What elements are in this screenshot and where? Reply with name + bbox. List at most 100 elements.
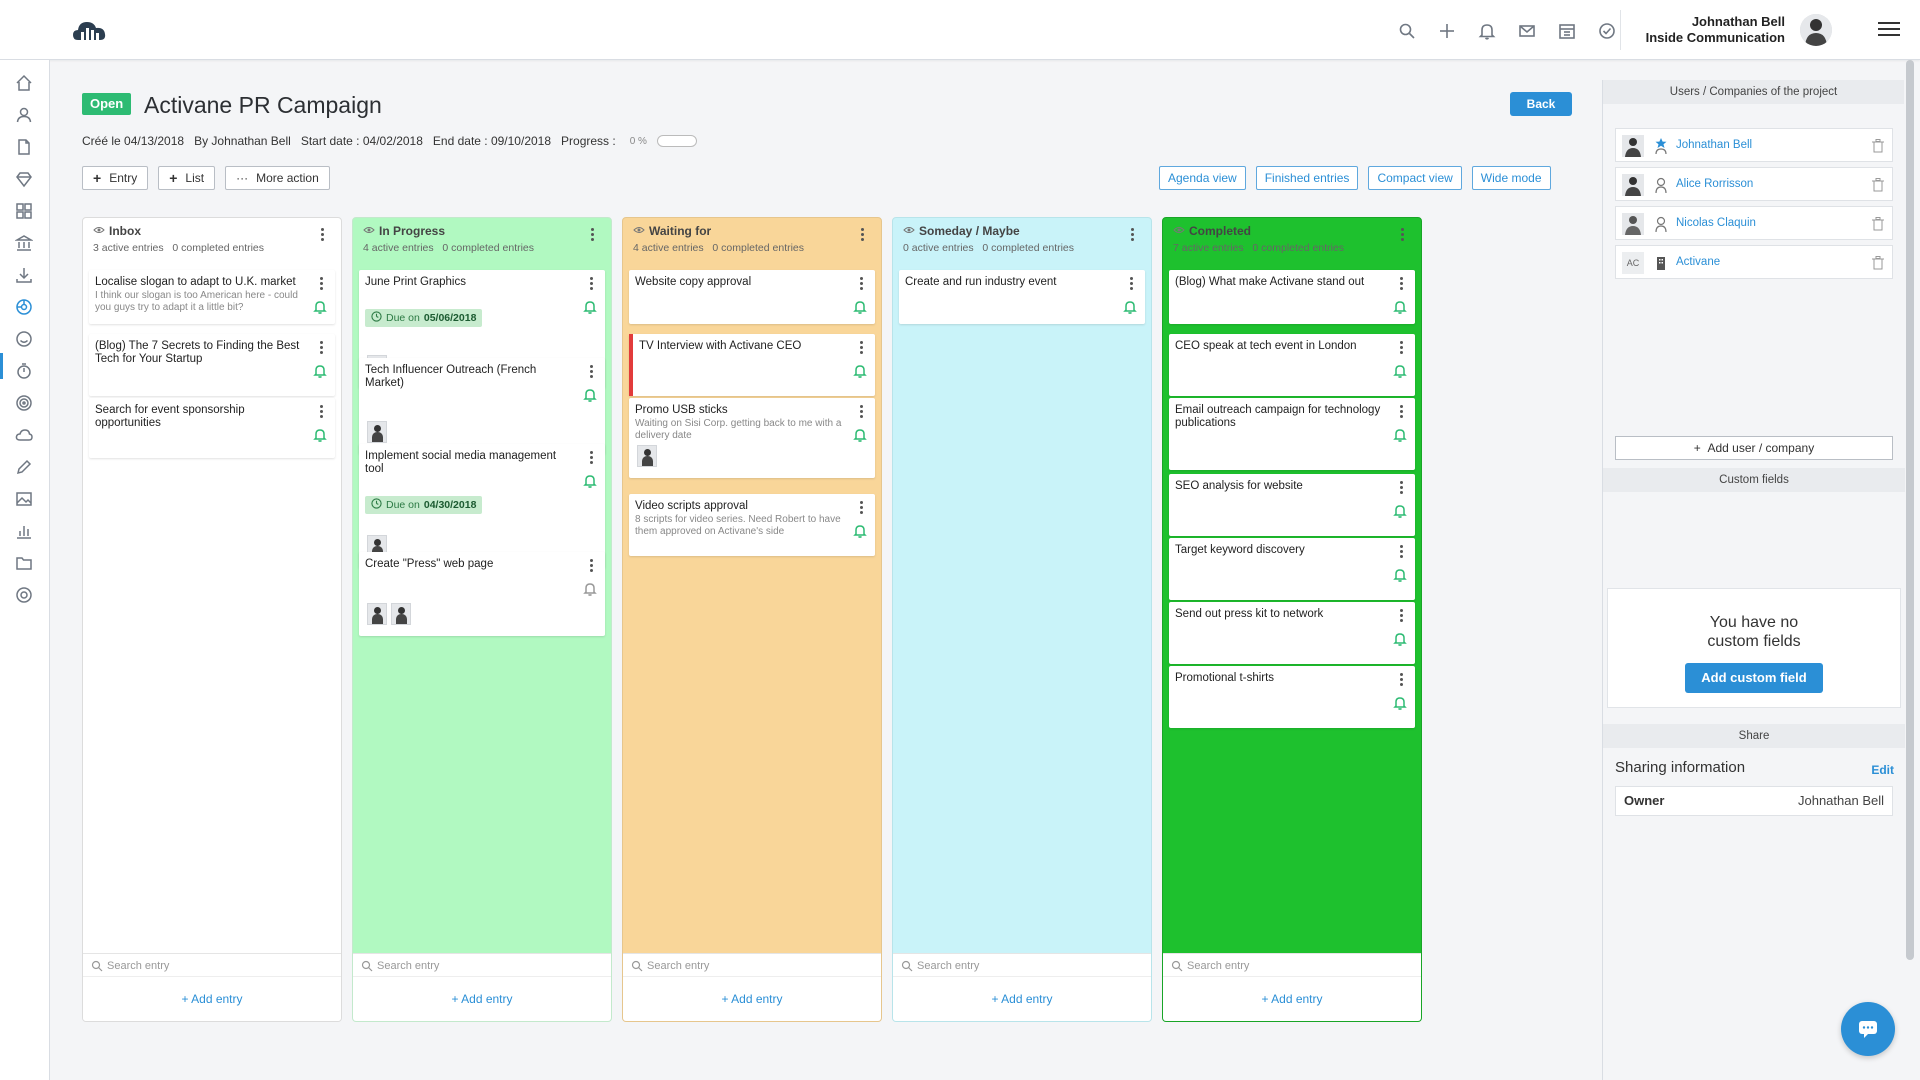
reminder-bell-icon[interactable] bbox=[1123, 300, 1137, 314]
entry-menu-icon[interactable] bbox=[1400, 341, 1403, 354]
assignee-avatar[interactable] bbox=[391, 603, 411, 625]
assignee-avatar[interactable] bbox=[367, 421, 387, 443]
add-entry-button[interactable]: + Entry bbox=[82, 166, 149, 190]
entry-menu-icon[interactable] bbox=[860, 501, 863, 514]
trash-icon[interactable] bbox=[1872, 178, 1884, 192]
entry-card[interactable]: Search for event sponsorship opportuniti… bbox=[89, 398, 335, 458]
grid-icon[interactable] bbox=[13, 200, 35, 222]
entry-menu-icon[interactable] bbox=[320, 405, 323, 418]
reminder-bell-icon[interactable] bbox=[583, 388, 597, 402]
add-list-button[interactable]: + List bbox=[158, 166, 216, 190]
download-icon[interactable] bbox=[13, 264, 35, 286]
document-icon[interactable] bbox=[13, 136, 35, 158]
reminder-bell-icon[interactable] bbox=[1393, 632, 1407, 646]
column-title[interactable]: Someday / Maybe bbox=[903, 224, 1141, 238]
company-name-link[interactable]: Activane bbox=[1676, 256, 1721, 268]
assignee-avatar[interactable] bbox=[367, 603, 387, 625]
column-menu-icon[interactable] bbox=[1397, 228, 1407, 242]
compact-view-button[interactable]: Compact view bbox=[1368, 166, 1462, 190]
entry-card[interactable]: (Blog) What make Activane stand out bbox=[1169, 270, 1415, 324]
entry-menu-icon[interactable] bbox=[590, 277, 593, 290]
chat-button[interactable] bbox=[1841, 1002, 1895, 1056]
entry-card[interactable]: SEO analysis for website bbox=[1169, 474, 1415, 536]
reminder-bell-icon[interactable] bbox=[1393, 504, 1407, 518]
entry-menu-icon[interactable] bbox=[1400, 545, 1403, 558]
reminder-bell-icon[interactable] bbox=[1393, 428, 1407, 442]
add-entry-link[interactable]: + Add entry bbox=[623, 977, 881, 1021]
reminder-bell-icon[interactable] bbox=[313, 300, 327, 314]
entry-card[interactable]: Email outreach campaign for technology p… bbox=[1169, 398, 1415, 470]
reminder-bell-icon[interactable] bbox=[583, 300, 597, 314]
entry-menu-icon[interactable] bbox=[320, 341, 323, 354]
support-icon[interactable] bbox=[13, 584, 35, 606]
entry-menu-icon[interactable] bbox=[1400, 481, 1403, 494]
project-company-row[interactable]: AC Activane bbox=[1615, 245, 1893, 279]
entry-menu-icon[interactable] bbox=[860, 405, 863, 418]
entry-menu-icon[interactable] bbox=[590, 559, 593, 572]
user-name-link[interactable]: Nicolas Claquin bbox=[1676, 217, 1756, 229]
entry-menu-icon[interactable] bbox=[860, 341, 863, 354]
column-title[interactable]: Waiting for bbox=[633, 224, 871, 238]
projects-icon[interactable] bbox=[13, 296, 35, 318]
entry-menu-icon[interactable] bbox=[1400, 277, 1403, 290]
back-button[interactable]: Back bbox=[1510, 92, 1572, 116]
user-name-link[interactable]: Alice Rorrisson bbox=[1676, 178, 1754, 190]
entry-menu-icon[interactable] bbox=[590, 365, 593, 378]
more-action-button[interactable]: ··· More action bbox=[225, 166, 330, 190]
reminder-bell-icon[interactable] bbox=[853, 524, 867, 538]
app-logo-icon[interactable] bbox=[72, 16, 108, 44]
search-entry-input[interactable]: Search entry bbox=[353, 953, 611, 977]
entry-card[interactable]: Send out press kit to network bbox=[1169, 602, 1415, 664]
diamond-icon[interactable] bbox=[13, 168, 35, 190]
search-entry-input[interactable]: Search entry bbox=[893, 953, 1151, 977]
reminder-bell-icon[interactable] bbox=[583, 474, 597, 488]
entry-menu-icon[interactable] bbox=[1400, 405, 1403, 418]
user-info[interactable]: Johnathan Bell Inside Communication bbox=[1640, 14, 1785, 46]
entry-menu-icon[interactable] bbox=[590, 451, 593, 464]
pencil-icon[interactable] bbox=[13, 456, 35, 478]
add-entry-link[interactable]: + Add entry bbox=[353, 977, 611, 1021]
entry-card[interactable]: TV Interview with Activane CEO bbox=[629, 334, 875, 396]
entry-menu-icon[interactable] bbox=[1400, 609, 1403, 622]
add-entry-link[interactable]: + Add entry bbox=[83, 977, 341, 1021]
entry-menu-icon[interactable] bbox=[1400, 673, 1403, 686]
project-user-row[interactable]: Johnathan Bell bbox=[1615, 128, 1893, 162]
entry-card[interactable]: Create and run industry event bbox=[899, 270, 1145, 324]
entry-card[interactable]: Tech Influencer Outreach (French Market) bbox=[359, 358, 605, 454]
bank-icon[interactable] bbox=[13, 232, 35, 254]
column-title[interactable]: Inbox bbox=[93, 224, 331, 238]
calendar-icon[interactable] bbox=[1554, 18, 1580, 44]
column-title[interactable]: Completed bbox=[1173, 224, 1411, 238]
reminder-bell-icon[interactable] bbox=[1393, 568, 1407, 582]
home-icon[interactable] bbox=[13, 72, 35, 94]
column-menu-icon[interactable] bbox=[587, 228, 597, 242]
timer-icon[interactable] bbox=[13, 360, 35, 382]
reminder-bell-icon[interactable] bbox=[313, 364, 327, 378]
column-menu-icon[interactable] bbox=[857, 228, 867, 242]
wide-mode-button[interactable]: Wide mode bbox=[1471, 166, 1551, 190]
entry-card[interactable]: CEO speak at tech event in London bbox=[1169, 334, 1415, 396]
reminder-bell-icon[interactable] bbox=[583, 582, 597, 596]
agenda-view-button[interactable]: Agenda view bbox=[1159, 166, 1246, 190]
chart-icon[interactable] bbox=[13, 520, 35, 542]
target-icon[interactable] bbox=[13, 392, 35, 414]
cloud-icon[interactable] bbox=[13, 424, 35, 446]
entry-card[interactable]: Video scripts approval 8 scripts for vide… bbox=[629, 494, 875, 556]
column-menu-icon[interactable] bbox=[1127, 228, 1137, 242]
entry-card[interactable]: Implement social media management tool Du… bbox=[359, 444, 605, 568]
bell-icon[interactable] bbox=[1474, 18, 1500, 44]
mail-icon[interactable] bbox=[1514, 18, 1540, 44]
reminder-bell-icon[interactable] bbox=[1393, 300, 1407, 314]
contacts-icon[interactable] bbox=[13, 104, 35, 126]
column-menu-icon[interactable] bbox=[317, 228, 327, 242]
reminder-bell-icon[interactable] bbox=[853, 364, 867, 378]
entry-card[interactable]: Website copy approval bbox=[629, 270, 875, 324]
add-entry-link[interactable]: + Add entry bbox=[1163, 977, 1421, 1021]
entry-card[interactable]: Promotional t-shirts bbox=[1169, 666, 1415, 728]
project-user-row[interactable]: Alice Rorrisson bbox=[1615, 167, 1893, 201]
project-user-row[interactable]: Nicolas Claquin bbox=[1615, 206, 1893, 240]
entry-menu-icon[interactable] bbox=[320, 277, 323, 290]
check-circle-icon[interactable] bbox=[1594, 18, 1620, 44]
folder-icon[interactable] bbox=[13, 552, 35, 574]
entry-card[interactable]: (Blog) The 7 Secrets to Finding the Best… bbox=[89, 334, 335, 396]
